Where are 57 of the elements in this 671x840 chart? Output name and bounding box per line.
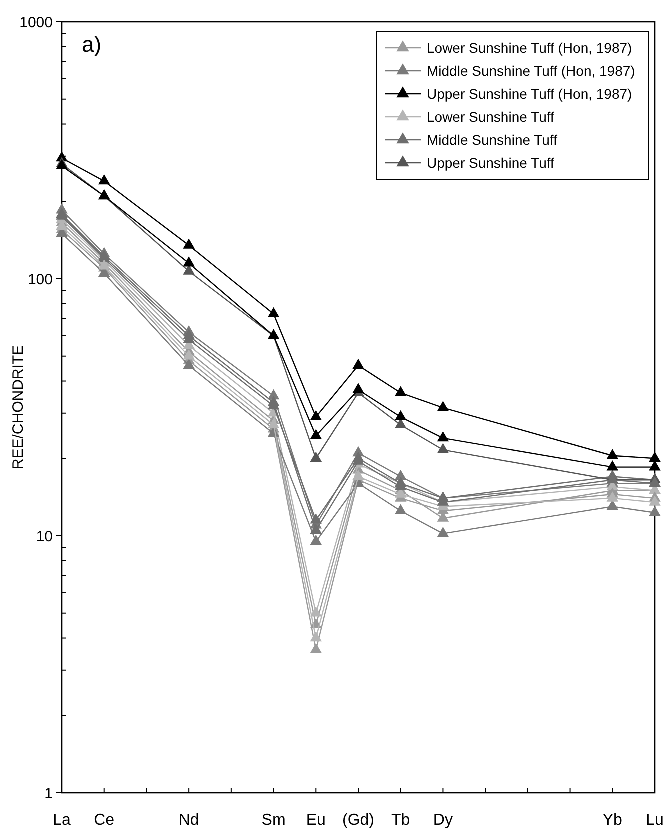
point xyxy=(310,631,322,642)
point xyxy=(268,418,280,429)
point xyxy=(649,460,661,471)
point xyxy=(310,606,322,617)
legend-label: Lower Sunshine Tuff (Hon, 1987) xyxy=(427,40,632,56)
point xyxy=(394,410,407,421)
point xyxy=(183,256,195,267)
x-tick-label: La xyxy=(53,812,71,829)
point xyxy=(437,526,450,538)
point xyxy=(649,452,661,462)
point xyxy=(352,383,364,394)
point xyxy=(437,443,450,454)
text: a) xyxy=(82,32,102,57)
x-tick-label: (Gd) xyxy=(342,812,374,829)
y-axis-title: REE/CHONDRITE xyxy=(10,345,27,470)
point xyxy=(352,470,364,480)
y-tick-label: 1000 xyxy=(20,14,53,32)
x-tick-label: Eu xyxy=(306,812,326,829)
point xyxy=(352,358,364,370)
legend-label: Upper Sunshine Tuff xyxy=(427,154,554,171)
point xyxy=(268,396,280,406)
point xyxy=(310,514,322,524)
point xyxy=(394,504,407,514)
point xyxy=(649,506,661,516)
x-tick-label: Tb xyxy=(392,812,410,829)
point xyxy=(437,401,450,412)
point xyxy=(268,307,280,318)
point xyxy=(394,386,407,396)
point xyxy=(310,429,322,440)
x-tick-label: Sm xyxy=(262,812,286,829)
legend-label: Middle Sunshine Tuff (Hon, 1987) xyxy=(427,62,636,79)
legend-label: Lower Sunshine Tuff xyxy=(427,108,554,125)
x-tick-label: Dy xyxy=(433,812,453,829)
point xyxy=(606,492,619,502)
x-tick-label: Yb xyxy=(602,812,623,829)
y-tick-label: 100 xyxy=(28,271,53,288)
point xyxy=(310,643,322,654)
point xyxy=(183,350,195,360)
point xyxy=(310,452,322,462)
x-tick-label: Nd xyxy=(178,812,200,829)
point xyxy=(183,238,195,249)
legend-label: Middle Sunshine Tuff xyxy=(427,132,558,148)
point xyxy=(183,329,195,340)
x-tick-label: Lu xyxy=(646,812,664,829)
point xyxy=(310,410,322,421)
point xyxy=(649,496,661,506)
x-tick-label: Ce xyxy=(94,812,115,829)
point xyxy=(437,431,450,442)
y-tick-label: 10 xyxy=(36,528,53,546)
point xyxy=(98,174,110,185)
point xyxy=(310,524,322,534)
y-tick-label: 1 xyxy=(44,785,53,802)
point xyxy=(606,449,619,460)
point xyxy=(183,358,195,370)
point xyxy=(310,534,322,546)
point xyxy=(606,460,619,471)
legend-label: Upper Sunshine Tuff (Hon, 1987) xyxy=(427,86,632,102)
